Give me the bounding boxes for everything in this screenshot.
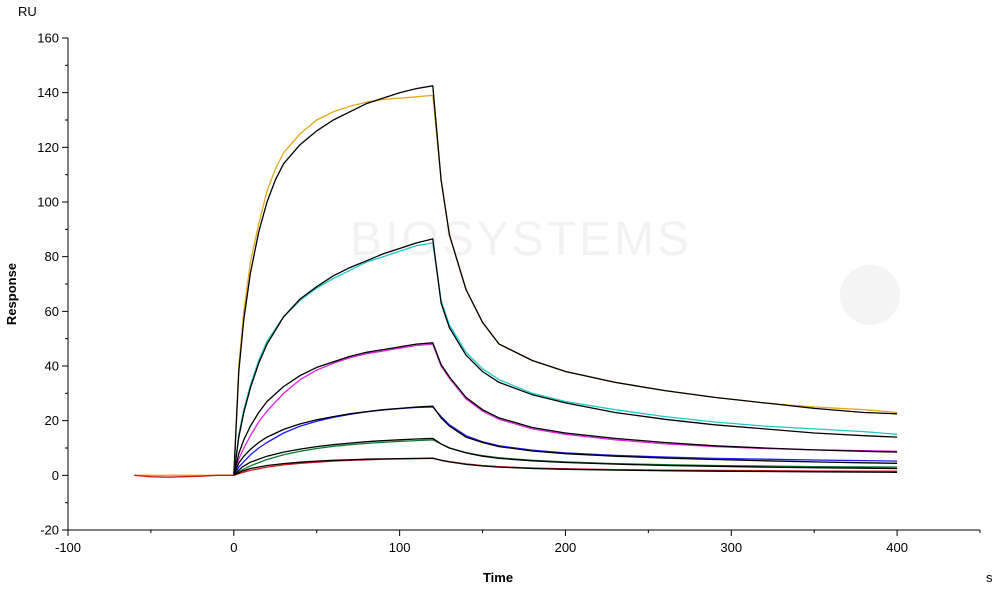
watermark-text: BIOSYSTEMS xyxy=(350,213,692,266)
series-line-6 xyxy=(233,342,898,476)
y-tick-label: 20 xyxy=(45,413,59,428)
x-tick-label: 0 xyxy=(230,540,237,555)
watermark-dot xyxy=(840,265,900,325)
axes: -20 0 20 40 60 80 100 120 140 160 -100 0 100 200 300 40… xyxy=(37,31,981,555)
watermark: BIOSYSTEMS xyxy=(350,213,900,325)
y-unit-label: RU xyxy=(18,4,37,19)
series-line-2 xyxy=(233,85,898,476)
x-tick-label: 400 xyxy=(886,540,908,555)
y-tick-label: 160 xyxy=(37,31,59,46)
y-tick-label: 80 xyxy=(45,249,59,264)
series-line-4 xyxy=(233,238,898,476)
series-line-12 xyxy=(233,457,898,476)
x-axis-title: Time xyxy=(483,570,513,585)
series-line-3 xyxy=(233,242,898,476)
x-tick-label: 200 xyxy=(555,540,577,555)
y-axis-title: Response xyxy=(4,263,19,325)
x-tick-label: 300 xyxy=(720,540,742,555)
y-tick-label: 140 xyxy=(37,85,59,100)
y-tick-label: -20 xyxy=(40,523,59,538)
y-tick-label: 120 xyxy=(37,140,59,155)
y-tick-label: 40 xyxy=(45,359,59,374)
series-line-5 xyxy=(233,343,898,476)
series-line-8 xyxy=(233,405,898,476)
series-line-10 xyxy=(233,437,898,476)
x-unit-label: s xyxy=(986,570,993,585)
y-tick-label: 60 xyxy=(45,304,59,319)
x-tick-label: 100 xyxy=(389,540,411,555)
axis-labels: RU s Time Response xyxy=(4,4,993,585)
y-tick-label: 0 xyxy=(52,468,59,483)
x-tick-label: -100 xyxy=(55,540,81,555)
y-tick-label: 100 xyxy=(37,195,59,210)
series-layer xyxy=(134,85,898,478)
